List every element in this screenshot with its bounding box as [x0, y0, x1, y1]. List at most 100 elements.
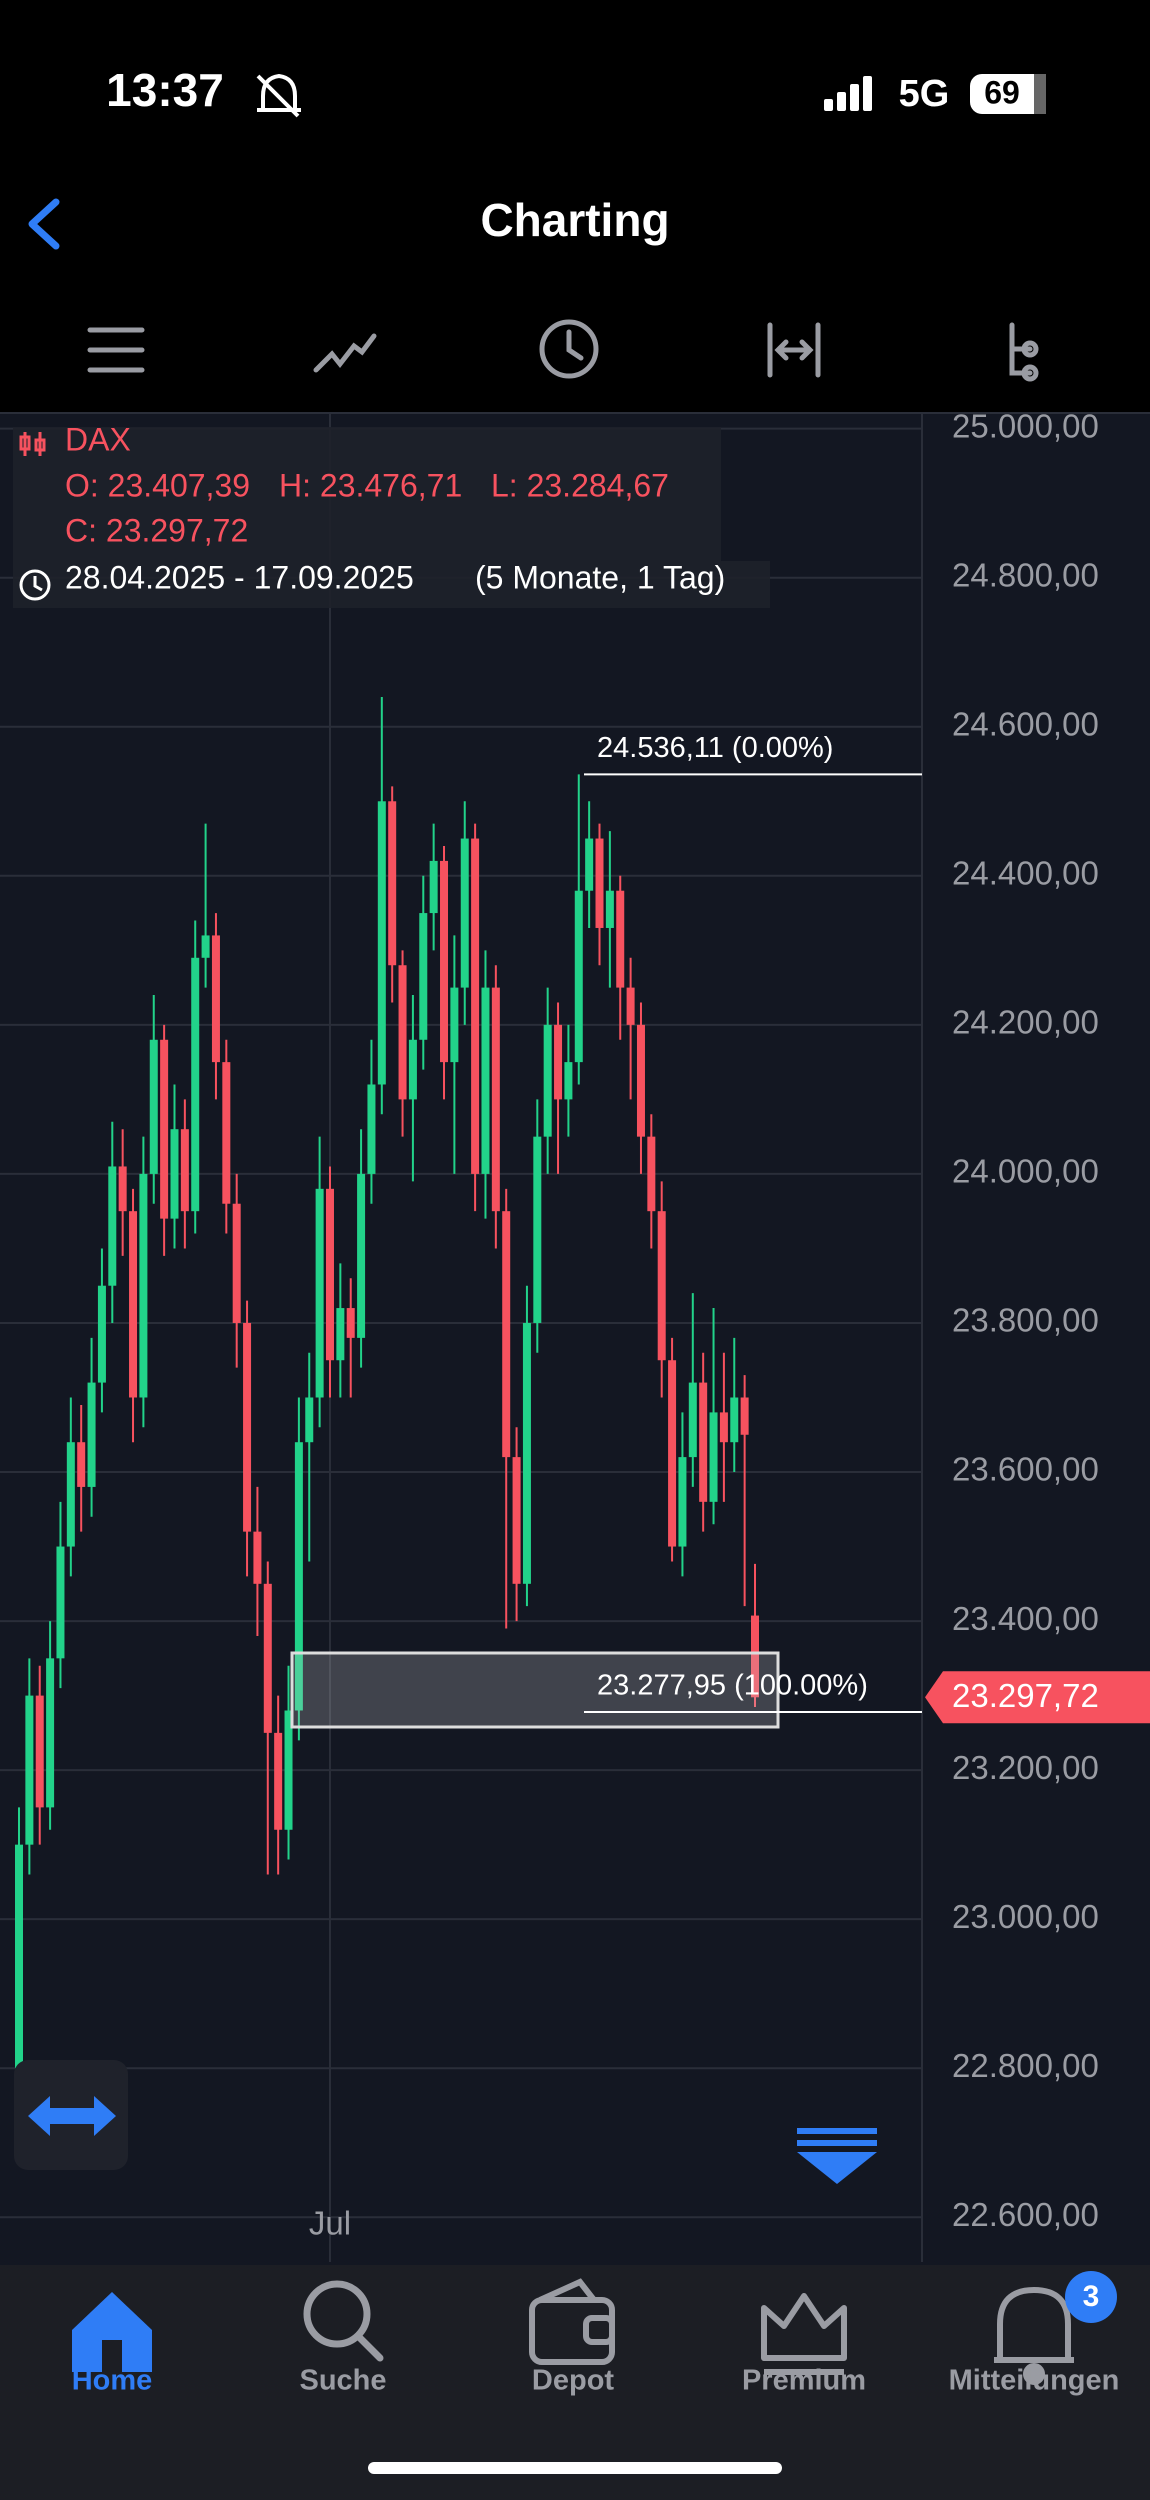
y-tick-label: 23.600,00	[952, 1451, 1099, 1488]
candle-body	[543, 1024, 552, 1137]
time-icon[interactable]	[539, 319, 599, 379]
mute-icon	[256, 73, 301, 118]
indicator-icon[interactable]	[313, 333, 377, 373]
y-tick-label: 23.000,00	[952, 1898, 1099, 1935]
candle-body	[419, 913, 428, 1040]
candle-body	[25, 1695, 34, 1845]
candle-body	[688, 1382, 697, 1458]
candle-body	[149, 1039, 158, 1174]
badge	[1065, 2271, 1117, 2323]
candle-body	[574, 890, 583, 1063]
low-text: L: 23.284,67	[491, 467, 669, 503]
candle-body	[605, 890, 614, 928]
candle-body	[398, 965, 407, 1100]
candle-body	[222, 1062, 231, 1204]
candle-body	[46, 1658, 55, 1808]
candle-body	[129, 1211, 138, 1398]
last-price-tag	[925, 1671, 1150, 1724]
chart-area	[0, 413, 1150, 2265]
candle-body	[471, 838, 480, 1174]
candle-body	[305, 1397, 314, 1443]
close-text: C: 23.297,72	[65, 512, 248, 548]
period: (5 Monate, 1 Tag)	[475, 559, 725, 595]
candle-body	[668, 1360, 677, 1547]
candle-body	[243, 1322, 252, 1532]
candle-body	[491, 987, 500, 1212]
candle-body	[357, 1173, 366, 1338]
premium-icon[interactable]	[761, 2293, 847, 2375]
tab-bar	[0, 2265, 1150, 2500]
candle-body	[730, 1397, 739, 1443]
candle-body	[201, 935, 210, 958]
candle-body	[450, 987, 459, 1063]
battery-empty	[1034, 74, 1046, 114]
tab-label[interactable]: Suche	[299, 2365, 386, 2397]
back-button[interactable]	[28, 198, 60, 250]
depot-icon[interactable]	[529, 2278, 615, 2365]
candle-body	[253, 1531, 262, 1584]
collapse-button[interactable]	[797, 2128, 877, 2184]
candle-body	[315, 1188, 324, 1398]
drawing-icon[interactable]	[1009, 322, 1039, 382]
menu-icon[interactable]	[87, 327, 145, 373]
candle-body	[512, 1457, 521, 1584]
home-icon[interactable]	[72, 2292, 152, 2372]
candle-body	[336, 1308, 345, 1361]
candle-body	[15, 1844, 23, 2069]
candle-body	[502, 1211, 511, 1458]
toolbar[interactable]	[87, 319, 1039, 382]
last-price-label: 23.297,72	[952, 1677, 1099, 1714]
search-icon[interactable]	[303, 2280, 384, 2362]
candle-body	[160, 1039, 169, 1219]
notification-icon[interactable]	[994, 2286, 1074, 2385]
candle-body	[657, 1211, 666, 1361]
overlay: 25.000,00 24.800,00 24.600,00 24.400,00 24.2…	[309, 407, 1150, 2242]
candle-body	[170, 1129, 179, 1219]
candle-body	[35, 1695, 44, 1808]
candle-body	[678, 1457, 687, 1547]
date-box	[13, 561, 770, 608]
scroll-button[interactable]	[28, 2096, 116, 2136]
candle-body	[533, 1136, 542, 1323]
candle-body	[440, 860, 449, 1063]
candle-body	[346, 1308, 355, 1338]
header-title: Charting	[480, 194, 669, 246]
candle-body	[388, 801, 397, 966]
candle-body	[408, 1039, 417, 1100]
candle-body	[585, 838, 594, 891]
selection-box	[290, 1651, 780, 1729]
candle-body	[97, 1285, 106, 1383]
high-text: H: 23.476,71	[279, 467, 462, 503]
y-tick-label: 24.400,00	[952, 855, 1099, 892]
candle-body	[647, 1136, 656, 1212]
tab-label[interactable]: Mitteilungen	[949, 2365, 1120, 2397]
fib-label: 24.536,11 (0.00%)	[597, 732, 833, 764]
candle-body	[626, 987, 635, 1025]
plot	[0, 413, 922, 2262]
candle-body	[367, 1084, 376, 1174]
tab-label[interactable]: Home	[72, 2365, 153, 2397]
signal-icon	[824, 76, 872, 111]
date-range: 28.04.2025 - 17.09.2025	[65, 559, 414, 595]
tab-label[interactable]: Premium	[742, 2365, 866, 2397]
y-tick-label: 24.200,00	[952, 1004, 1099, 1041]
y-tick-label: 23.400,00	[952, 1600, 1099, 1637]
candle-body	[616, 890, 625, 988]
candle-body	[595, 838, 604, 928]
y-tick-label: 24.000,00	[952, 1153, 1099, 1190]
candle-body	[751, 1615, 759, 1698]
candle-body	[139, 1173, 148, 1398]
candle-body	[522, 1322, 531, 1584]
candle-body	[719, 1412, 728, 1443]
range-icon[interactable]	[767, 322, 821, 378]
candle-body	[56, 1546, 65, 1659]
y-tick-label: 24.600,00	[952, 705, 1099, 742]
candle-body	[460, 838, 469, 988]
fib-label: 23.277,95 (100.00%)	[597, 1670, 868, 1702]
candle-icon	[19, 432, 46, 456]
candle-body	[108, 1166, 117, 1286]
candle-body	[180, 1129, 189, 1212]
network: 5G	[899, 73, 950, 115]
tab-label[interactable]: Depot	[532, 2365, 615, 2397]
